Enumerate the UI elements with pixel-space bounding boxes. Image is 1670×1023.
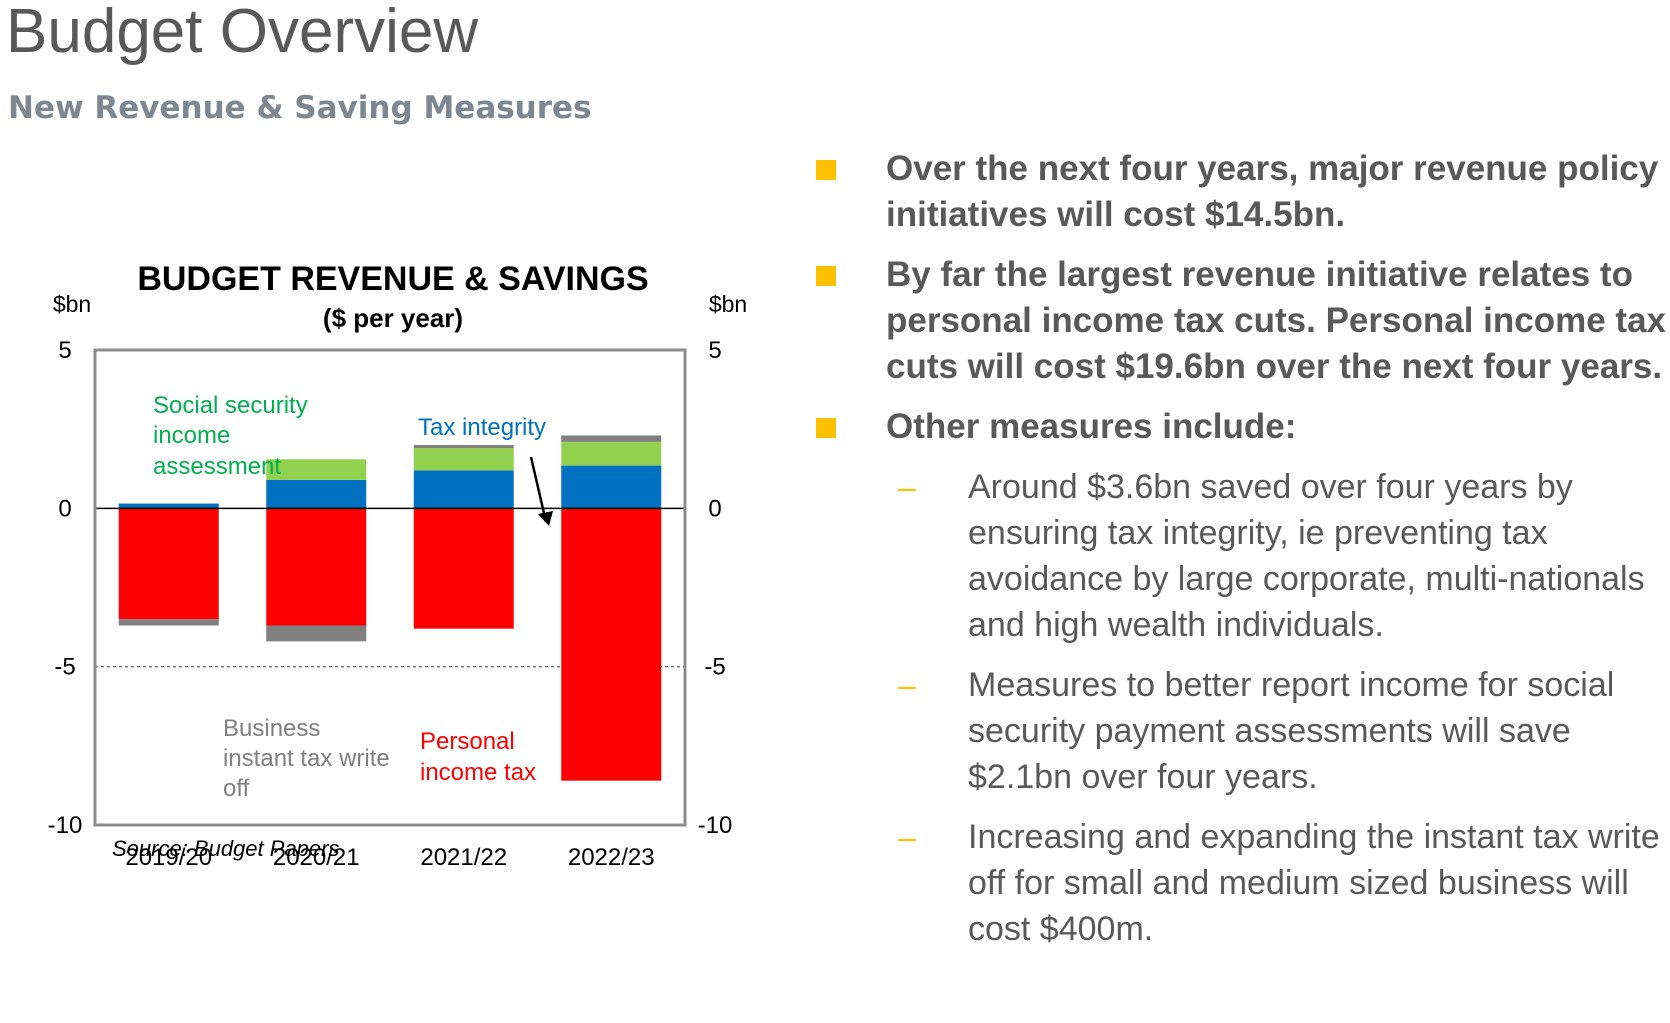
bullet-text: Other measures include:	[886, 407, 1297, 446]
y-tick-left: 0	[58, 495, 71, 522]
bar-segment	[561, 435, 662, 442]
bullet-item: Over the next four years, major revenue …	[810, 146, 1670, 238]
annotation-personal-income-tax: Personal income tax	[420, 728, 536, 786]
dash-bullet-icon: –	[898, 667, 916, 703]
annotation-tax-integrity: Tax integrity	[418, 414, 546, 441]
sub-bullet-item: – Increasing and expanding the instant t…	[810, 814, 1670, 952]
bullet-text: Over the next four years, major revenue …	[886, 149, 1659, 234]
y-tick-left: -10	[48, 812, 83, 839]
y-tick-left: -5	[54, 654, 75, 681]
bullet-list: Over the next four years, major revenue …	[810, 146, 1670, 966]
y-tick-right: -5	[704, 654, 725, 681]
page-subtitle: New Revenue & Saving Measures	[8, 90, 592, 126]
x-tick-label: 2020/21	[273, 844, 360, 871]
bar-segment	[561, 441, 662, 466]
bar-segment	[118, 619, 219, 626]
x-tick-label: 2022/23	[568, 844, 655, 871]
bar-segment	[561, 465, 662, 509]
y-axis-unit-right: $bn	[709, 291, 747, 317]
dash-bullet-icon: –	[898, 819, 916, 855]
bar-segment	[118, 508, 219, 620]
y-tick-left: 5	[58, 337, 71, 364]
square-bullet-icon	[816, 418, 836, 438]
chart-subtitle: ($ per year)	[323, 303, 463, 333]
bar-segment	[413, 470, 514, 509]
bar-segment	[266, 479, 367, 509]
arrow-icon	[529, 456, 553, 526]
annotation-social-security: Social security income assessment	[153, 392, 314, 480]
plot-frame	[93, 348, 687, 827]
chart-title: BUDGET REVENUE & SAVINGS	[137, 260, 648, 298]
bullet-text: By far the largest revenue initiative re…	[886, 255, 1666, 386]
budget-chart: BUDGET REVENUE & SAVINGS ($ per year) $b…	[48, 260, 748, 871]
x-tick-label: 2019/20	[125, 844, 212, 871]
bar-segment	[266, 508, 367, 626]
sub-bullet-item: – Around $3.6bn saved over four years by…	[810, 464, 1670, 648]
square-bullet-icon	[816, 160, 836, 180]
sub-bullet-text: Around $3.6bn saved over four years by e…	[968, 468, 1645, 644]
bar-segment	[413, 448, 514, 471]
bullet-item: By far the largest revenue initiative re…	[810, 252, 1670, 390]
sub-bullet-item: – Measures to better report income for s…	[810, 662, 1670, 800]
bar-segment	[561, 508, 662, 781]
square-bullet-icon	[816, 266, 836, 286]
y-axis-unit-left: $bn	[53, 291, 91, 317]
sub-bullet-text: Increasing and expanding the instant tax…	[968, 818, 1660, 948]
y-tick-right: 5	[708, 337, 721, 364]
bullet-item: Other measures include:	[810, 404, 1670, 450]
bar-segment	[266, 459, 367, 480]
dash-bullet-icon: –	[898, 469, 916, 505]
chart-source: Source: Budget Papers	[112, 836, 339, 861]
x-tick-label: 2021/22	[420, 844, 507, 871]
y-tick-right: -10	[698, 812, 733, 839]
bar-segment	[413, 445, 514, 449]
bar-segment	[118, 503, 219, 509]
bar-segment	[266, 625, 367, 642]
page-title: Budget Overview	[6, 0, 479, 66]
sub-bullet-text: Measures to better report income for soc…	[968, 666, 1615, 796]
bar-segment	[413, 508, 514, 629]
annotation-business-write-off: Business instant tax write off	[223, 715, 396, 802]
y-tick-right: 0	[708, 495, 721, 522]
